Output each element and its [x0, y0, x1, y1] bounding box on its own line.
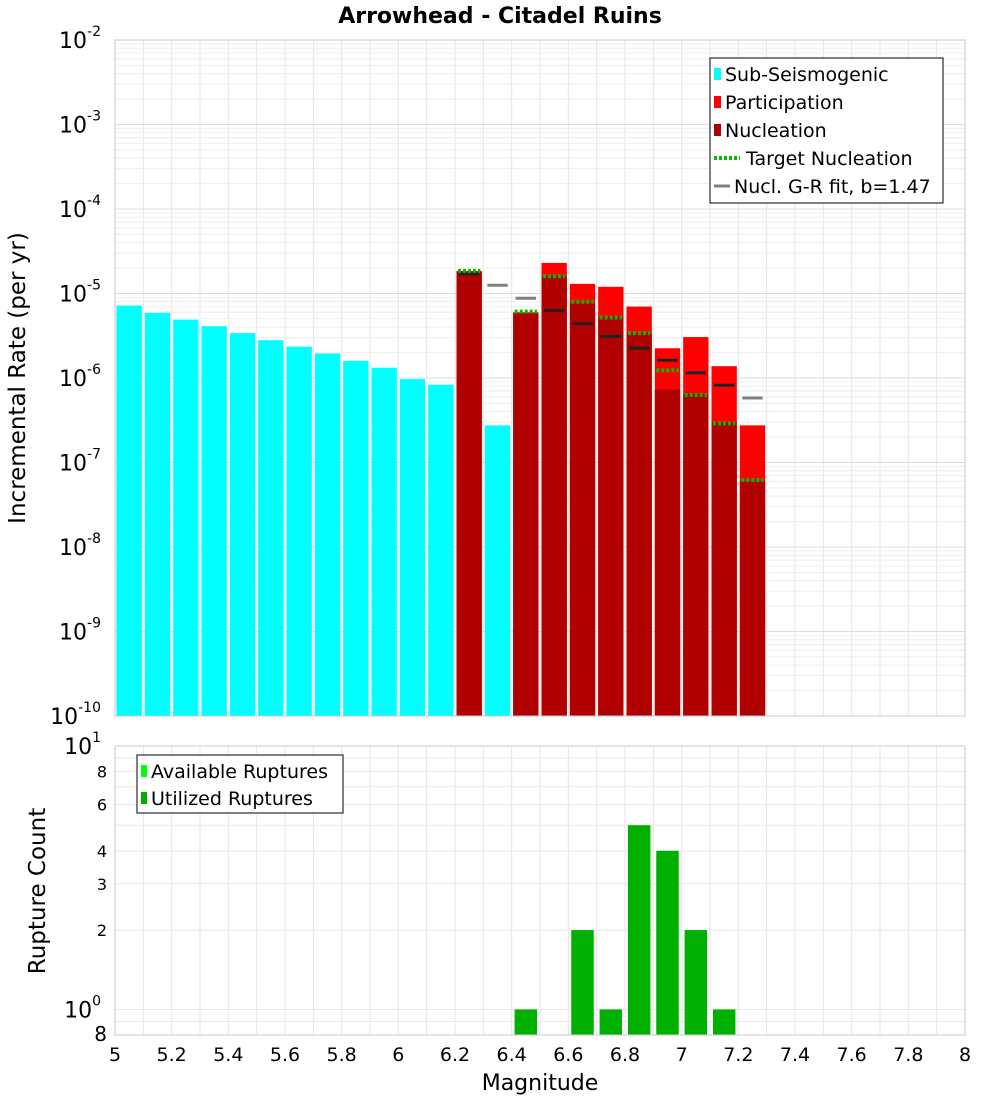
subseismogenic-bar [173, 319, 199, 716]
top-y-tick-label: 10-3 [59, 109, 101, 139]
subseismogenic-bar [484, 425, 511, 716]
x-tick-label: 5.4 [213, 1044, 243, 1066]
legend-label: Participation [725, 92, 844, 114]
legend-label: Nucl. G-R fit, b=1.47 [734, 176, 931, 198]
top-bars [116, 262, 766, 716]
bottom-y-tick-label: 8 [94, 1022, 107, 1046]
subseismogenic-bar [371, 367, 397, 716]
subseismogenic-bar [201, 326, 227, 716]
x-tick-label: 7.8 [893, 1044, 923, 1066]
top-y-tick-label: 10-6 [59, 362, 101, 392]
x-tick-label: 6.6 [553, 1044, 583, 1066]
top-y-tick-label: 10-5 [59, 278, 101, 308]
top-legend-box [709, 57, 944, 204]
bottom-y-tick-label: 8 [97, 763, 107, 782]
utilized-ruptures-bar [713, 1009, 736, 1035]
top-legend: Sub-Seismogenic Participation Nucleation Ta… [709, 57, 944, 204]
legend-swatch [714, 68, 721, 80]
subseismogenic-bar [258, 340, 284, 716]
nucleation-bar [541, 276, 567, 716]
nucleation-bar [626, 333, 652, 716]
bottom-legend-box [136, 754, 344, 814]
x-tick-label: 7.2 [723, 1044, 753, 1066]
legend-swatch [141, 792, 147, 804]
x-tick-label: 7 [676, 1044, 688, 1066]
subseismogenic-bar [229, 333, 256, 716]
subseismogenic-bar [399, 379, 426, 716]
x-tick-label: 6 [392, 1044, 404, 1066]
nucleation-bar [739, 481, 766, 716]
legend-swatch [714, 124, 721, 136]
bottom-legend: Available Ruptures Utilized Ruptures [136, 754, 344, 814]
x-tick-label: 5 [109, 1044, 121, 1066]
legend-label: Sub-Seismogenic [725, 64, 889, 86]
nucleation-bar [456, 271, 482, 716]
subseismogenic-bar [314, 353, 341, 716]
subseismogenic-bar [428, 384, 454, 716]
x-tick-labels: 5 5.2 5.4 5.6 5.8 6 6.2 6.4 6.6 6.8 7 7.2 7.4 7.6 7.8 8 [109, 1044, 971, 1066]
top-y-tick-label: 10-4 [59, 193, 101, 223]
bottom-y-tick-label: 4 [97, 842, 107, 861]
top-plot-border [114, 39, 966, 717]
top-y-tick-label: 10-7 [59, 447, 101, 477]
x-tick-label: 7.4 [780, 1044, 810, 1066]
x-tick-label: 8 [959, 1044, 971, 1066]
x-tick-label: 7.6 [837, 1044, 867, 1066]
nucleation-bar [654, 389, 681, 716]
top-y-tick-label: 10-10 [50, 700, 101, 730]
nucleation-bar [711, 422, 737, 716]
nucleation-bar [569, 302, 596, 716]
bottom-y-tick-label: 2 [97, 921, 107, 940]
utilized-ruptures-bar [684, 930, 707, 1035]
subseismogenic-bar [286, 346, 312, 716]
top-y-axis-label: Incremental Rate (per yr) [5, 232, 31, 524]
top-grid [114, 40, 966, 717]
chart-title: Arrowhead - Citadel Ruins [338, 4, 662, 29]
utilized-ruptures-bar [628, 825, 651, 1035]
x-axis-label: Magnitude [482, 1071, 599, 1096]
x-tick-label: 6.2 [440, 1044, 470, 1066]
top-y-tick-label: 10-2 [59, 24, 101, 54]
legend-label: Target Nucleation [745, 148, 913, 170]
utilized-ruptures-bar [514, 1009, 537, 1035]
nucleation-bar [683, 393, 709, 716]
utilized-ruptures-bar [599, 1009, 622, 1035]
legend-swatch [714, 96, 721, 108]
nucleation-bar [598, 316, 624, 716]
legend-label: Nucleation [725, 120, 827, 142]
top-lines [458, 268, 764, 483]
x-tick-label: 5.2 [157, 1044, 187, 1066]
x-tick-label: 6.4 [497, 1044, 527, 1066]
bottom-y-tick-label: 6 [97, 795, 107, 814]
legend-label: Utilized Ruptures [151, 788, 313, 810]
x-tick-label: 5.8 [327, 1044, 357, 1066]
x-tick-label: 5.6 [270, 1044, 300, 1066]
legend-swatch [141, 765, 147, 777]
subseismogenic-bar [144, 312, 171, 716]
bottom-bars [514, 825, 736, 1035]
bottom-plot-border [114, 745, 966, 1036]
nucleation-bar [513, 313, 539, 716]
top-y-ticks: 10-10 10-9 10-8 10-7 10-6 10-5 10-4 10-3 10-2 [50, 24, 101, 730]
bottom-y-axis-label: Rupture Count [25, 808, 51, 974]
bottom-y-tick-label: 101 [64, 730, 101, 760]
bottom-y-tick-label: 100 [64, 993, 101, 1023]
top-y-tick-label: 10-8 [59, 531, 101, 561]
top-y-tick-label: 10-9 [59, 616, 101, 646]
subseismogenic-bar [116, 305, 142, 716]
legend-label: Available Ruptures [151, 761, 328, 783]
x-tick-label: 6.8 [610, 1044, 640, 1066]
bottom-y-tick-label: 3 [97, 875, 107, 894]
utilized-ruptures-bar [571, 930, 594, 1035]
utilized-ruptures-bar [656, 850, 679, 1035]
subseismogenic-bar [343, 360, 369, 716]
